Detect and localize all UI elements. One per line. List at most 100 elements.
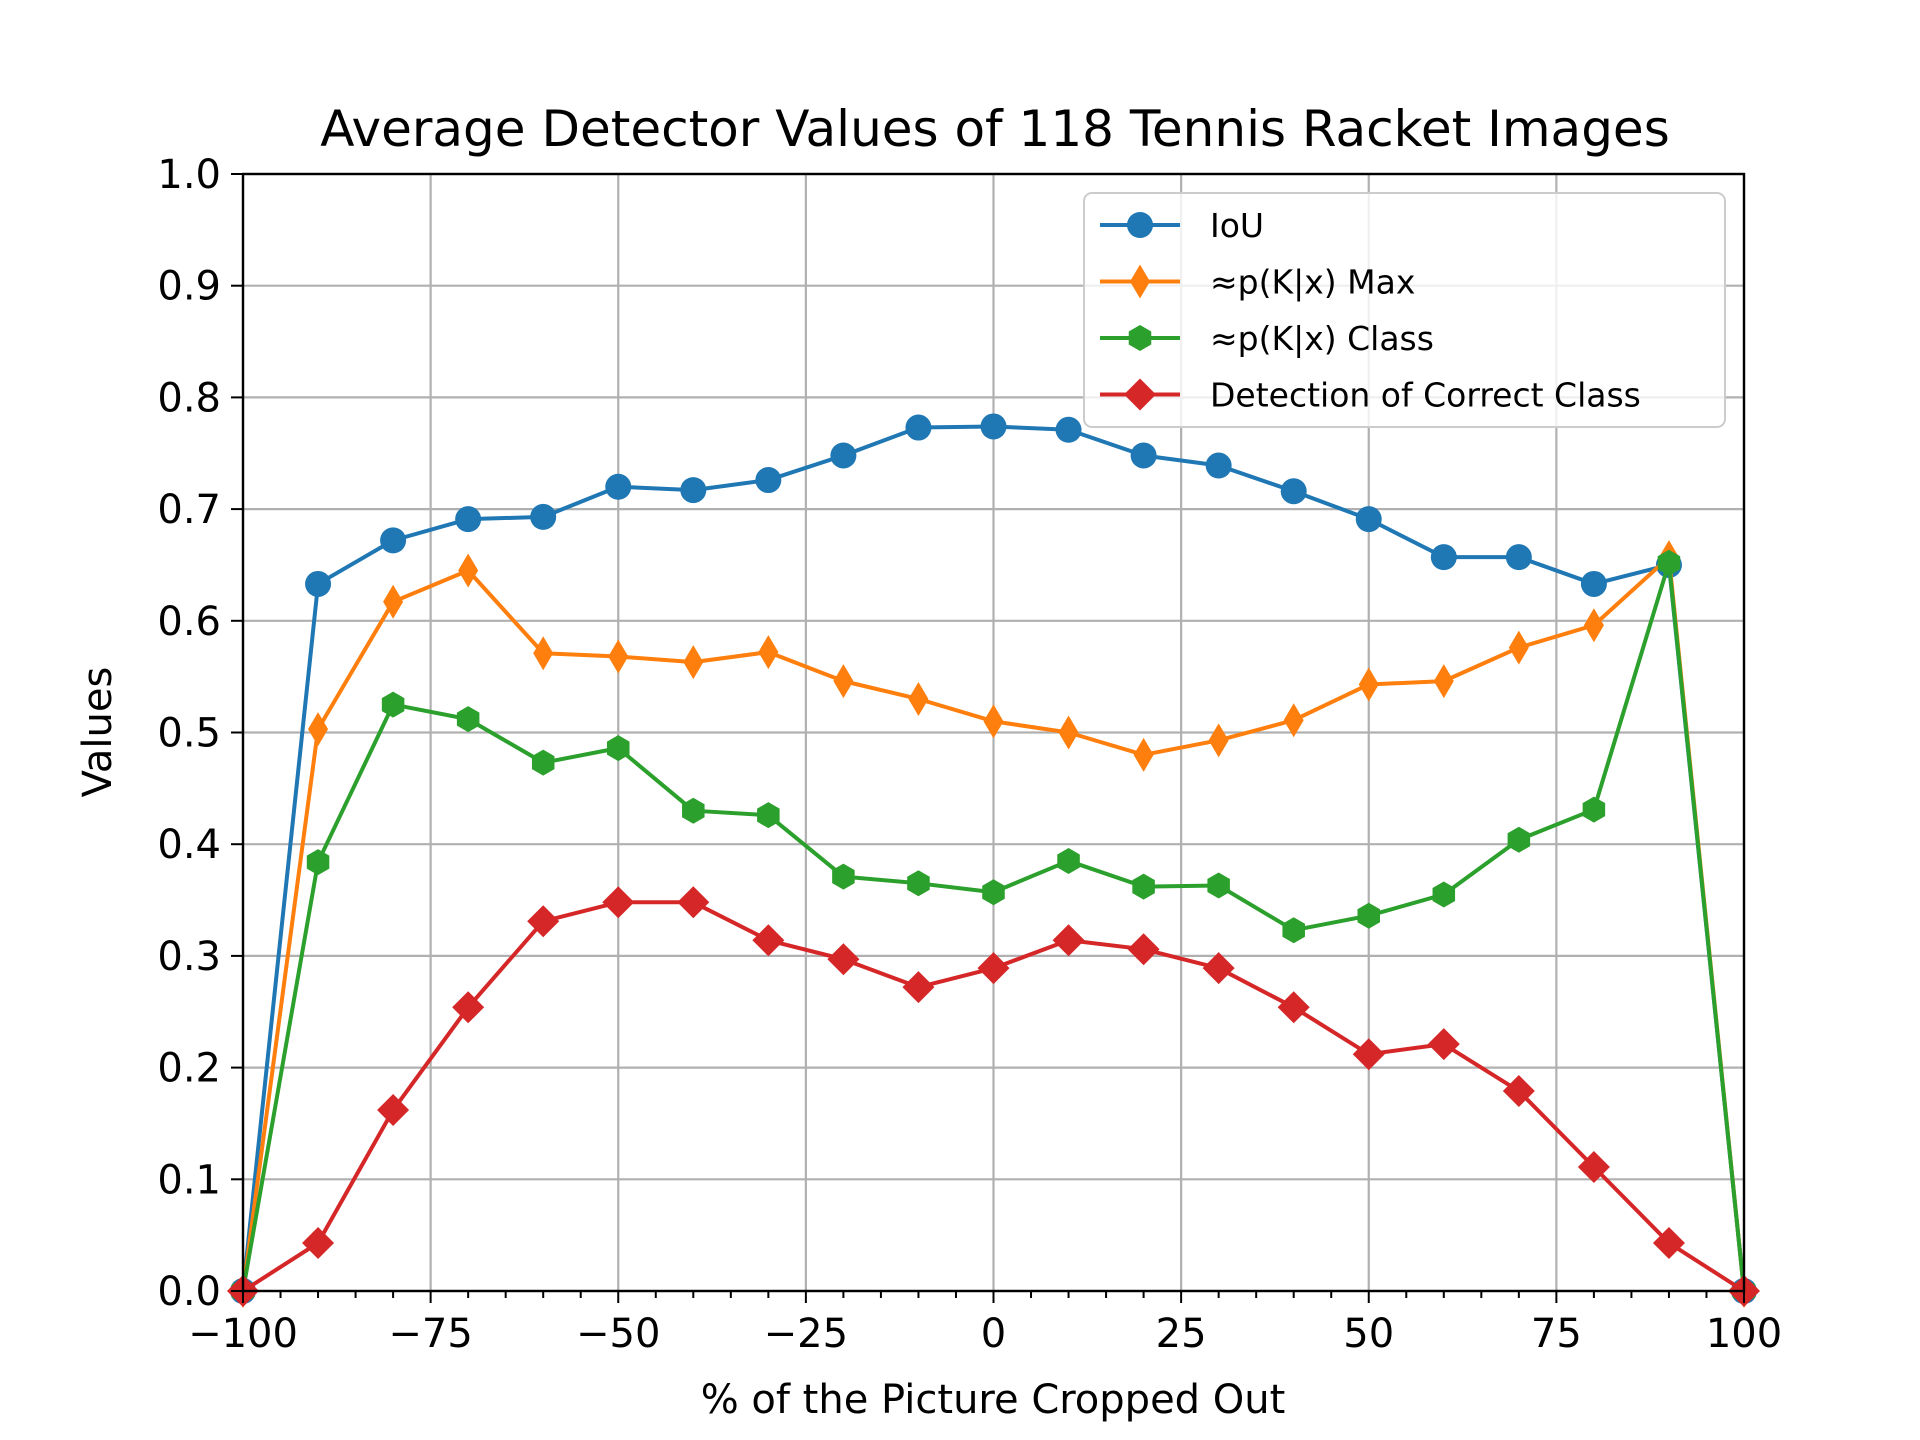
data-point: [757, 802, 780, 829]
data-point: [827, 943, 860, 976]
data-point: [452, 991, 485, 1024]
data-point: [1132, 873, 1155, 900]
data-point: [1280, 478, 1307, 505]
axis-ticks: −100 −75 −50 −25 0 25 50 75 100 0.0 0.1 0.2 0.3 0.4 0.…: [157, 152, 1782, 1357]
data-point: [1583, 608, 1604, 643]
data-point: [1055, 416, 1082, 443]
data-point: [1127, 933, 1160, 966]
data-point: [1133, 737, 1154, 772]
data-point: [1057, 847, 1080, 874]
data-point: [1502, 1075, 1535, 1108]
y-tick-label: 0.7: [157, 487, 221, 533]
data-point: [605, 473, 632, 500]
legend: IoU ≈p(K|x) Max ≈p(K|x) Class Detection of …: [1083, 192, 1726, 428]
x-tick-label: 25: [1156, 1311, 1207, 1357]
data-point: [832, 863, 855, 890]
data-point: [455, 506, 482, 533]
series-3: [227, 886, 1760, 1307]
y-axis-label: Values: [75, 667, 121, 798]
data-point: [456, 706, 480, 733]
data-point: [305, 570, 332, 597]
data-point: [1505, 544, 1532, 571]
data-point: [682, 797, 705, 824]
data-point: [381, 691, 405, 718]
data-point: [527, 905, 560, 938]
legend-label: Detection of Correct Class: [1210, 376, 1641, 415]
legend-marker: [1130, 264, 1150, 299]
y-tick-label: 0.9: [157, 264, 221, 310]
data-point: [1355, 506, 1382, 533]
data-point: [833, 664, 854, 699]
data-point: [982, 879, 1005, 906]
data-point: [1508, 630, 1529, 665]
data-point: [1058, 715, 1079, 750]
legend-label: IoU: [1210, 206, 1264, 245]
data-point: [908, 681, 929, 716]
data-point: [758, 635, 779, 670]
y-tick-label: 0.1: [157, 1157, 221, 1203]
data-point: [1052, 924, 1085, 957]
y-tick-label: 1.0: [157, 152, 221, 198]
data-point: [1432, 881, 1456, 908]
legend-item: ≈p(K|x) Max: [1100, 263, 1415, 302]
data-point: [905, 414, 932, 441]
legend-item: Detection of Correct Class: [1100, 376, 1641, 415]
x-tick-label: −25: [764, 1311, 848, 1357]
legend-label: ≈p(K|x) Class: [1210, 319, 1434, 358]
y-tick-label: 0.0: [157, 1269, 221, 1315]
data-point: [1352, 1038, 1385, 1071]
data-point: [306, 849, 330, 876]
x-tick-label: −100: [188, 1311, 298, 1357]
data-point: [1427, 1028, 1460, 1061]
chart-title: Average Detector Values of 118 Tennis Ra…: [320, 100, 1670, 158]
legend-box: [1083, 192, 1726, 428]
legend-label: ≈p(K|x) Max: [1210, 263, 1415, 302]
data-point: [677, 886, 710, 919]
data-point: [1580, 570, 1607, 597]
series-group: [227, 413, 1760, 1308]
data-point: [752, 924, 785, 957]
legend-marker: [1128, 325, 1152, 351]
x-tick-label: −50: [576, 1311, 660, 1357]
data-point: [983, 704, 1004, 739]
data-point: [1358, 667, 1379, 702]
data-point: [1202, 952, 1235, 985]
y-tick-label: 0.3: [157, 934, 221, 980]
series-2: [231, 549, 1756, 1304]
data-point: [683, 645, 704, 680]
x-tick-label: −75: [388, 1311, 472, 1357]
data-point: [755, 467, 782, 494]
data-point: [1507, 826, 1531, 853]
y-tick-label: 0.5: [157, 711, 221, 757]
y-tick-label: 0.4: [157, 822, 221, 868]
data-point: [302, 1226, 335, 1259]
data-point: [606, 735, 630, 762]
data-point: [531, 749, 555, 776]
data-point: [602, 886, 635, 919]
data-point: [980, 413, 1007, 440]
data-point: [1130, 442, 1157, 469]
data-point: [533, 636, 554, 671]
data-point: [383, 584, 404, 619]
y-tick-label: 0.6: [157, 599, 221, 645]
data-point: [1277, 991, 1310, 1024]
data-point: [1577, 1151, 1610, 1184]
data-point: [377, 1094, 410, 1127]
legend-marker: [1127, 212, 1153, 238]
data-point: [902, 971, 935, 1004]
data-point: [680, 477, 707, 504]
legend-item: IoU: [1100, 206, 1264, 245]
data-point: [308, 712, 329, 747]
data-point: [1208, 723, 1229, 758]
data-point: [1282, 917, 1305, 944]
data-point: [380, 527, 407, 554]
data-point: [1283, 703, 1304, 738]
legend-marker: [1124, 378, 1156, 411]
data-point: [458, 553, 479, 588]
data-point: [1657, 549, 1681, 576]
x-tick-label: 100: [1706, 1311, 1782, 1357]
data-point: [1207, 872, 1230, 899]
x-tick-label: 50: [1343, 1311, 1394, 1357]
x-axis-label: % of the Picture Cropped Out: [701, 1377, 1286, 1423]
